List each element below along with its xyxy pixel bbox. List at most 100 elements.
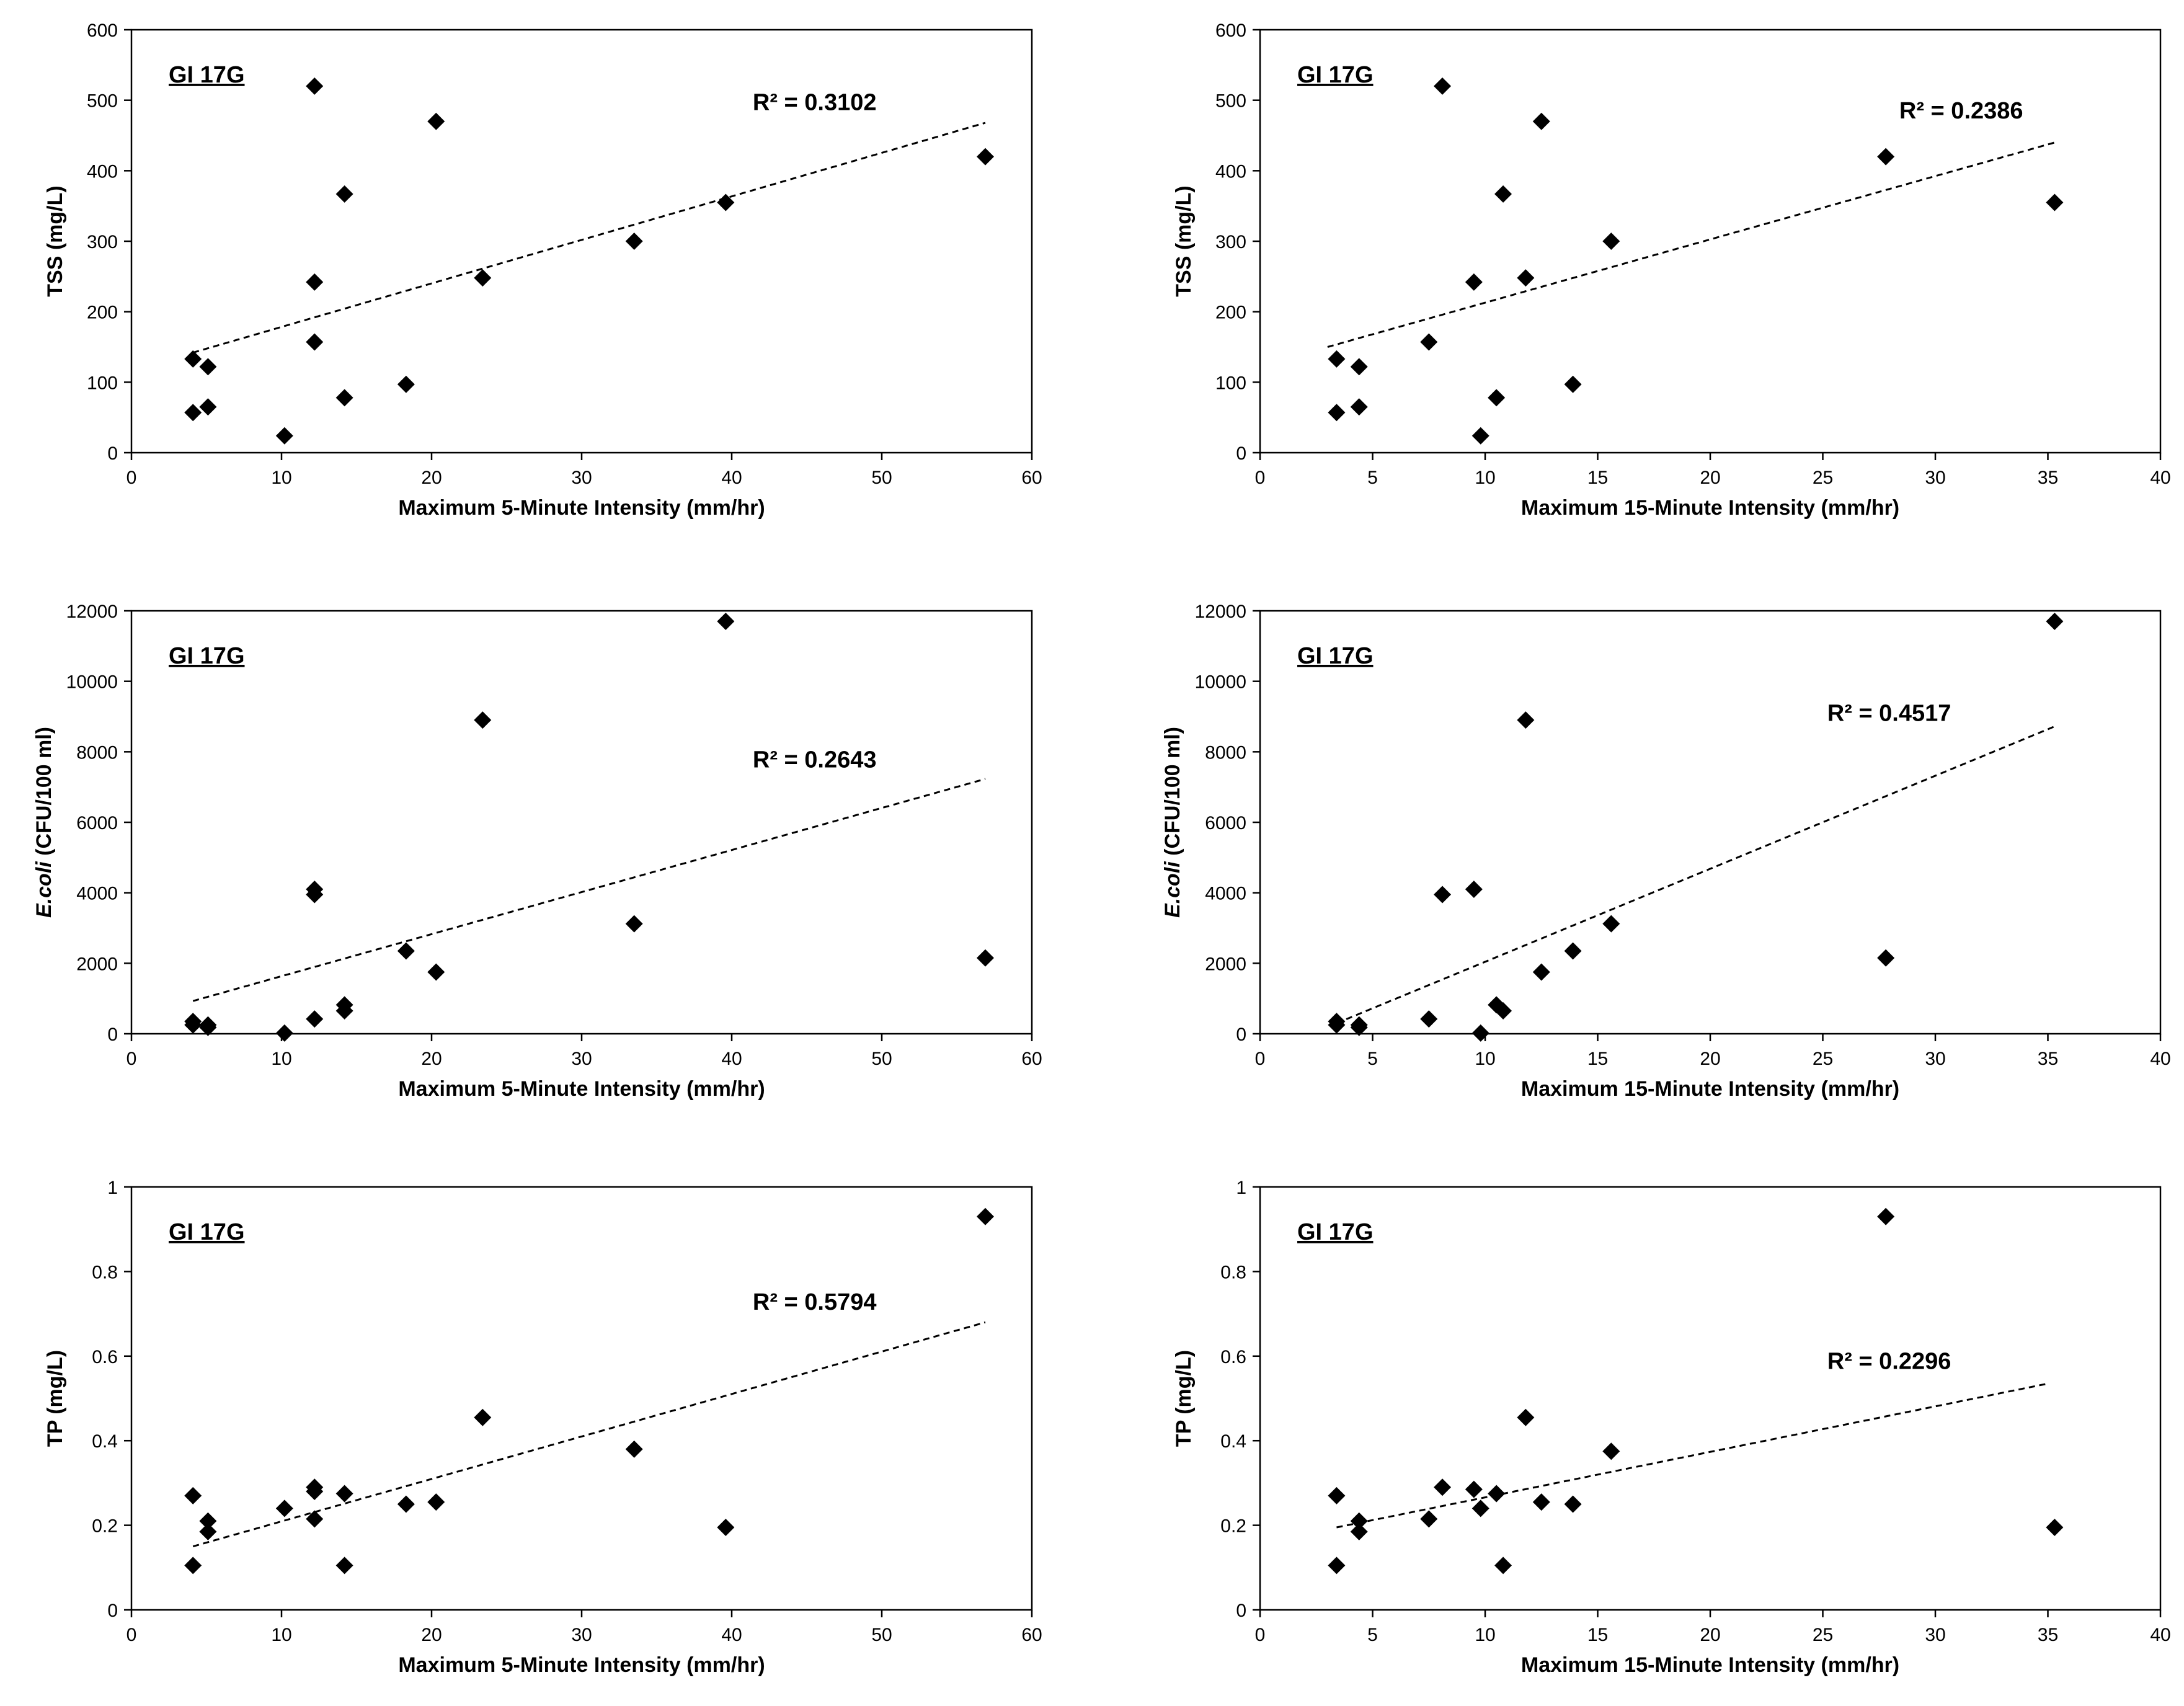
data-point bbox=[335, 1485, 353, 1503]
data-point bbox=[199, 1018, 217, 1036]
panel-tag: GI 17G bbox=[1297, 62, 1374, 88]
data-point bbox=[1488, 389, 1506, 407]
x-tick-label: 10 bbox=[1475, 468, 1495, 488]
data-point bbox=[306, 886, 324, 904]
x-tick-label: 50 bbox=[871, 1049, 892, 1069]
x-axis-title: Maximum 15-Minute Intensity (mm/hr) bbox=[1521, 1077, 1899, 1101]
y-axis-title-text: (CFU/100 ml) bbox=[1161, 727, 1184, 861]
y-tick-label: 1 bbox=[1236, 1178, 1246, 1198]
data-point bbox=[976, 1207, 994, 1225]
y-axis-title-text: TSS (mg/L) bbox=[43, 185, 67, 296]
x-tick-label: 40 bbox=[2150, 1049, 2170, 1069]
trendline bbox=[192, 778, 986, 1002]
y-tick-label: 12000 bbox=[66, 602, 118, 622]
data-point bbox=[184, 1557, 202, 1575]
y-axis-title-text: TSS (mg/L) bbox=[1172, 185, 1196, 296]
y-tick-label: 2000 bbox=[76, 954, 118, 974]
x-tick-label: 5 bbox=[1367, 468, 1378, 488]
x-tick-label: 15 bbox=[1587, 1049, 1608, 1069]
data-point bbox=[306, 1510, 324, 1528]
data-point bbox=[1564, 942, 1582, 960]
y-axis-title: E.coli (CFU/100 ml) bbox=[1161, 727, 1184, 918]
y-tick-label: 200 bbox=[1215, 303, 1246, 323]
data-point bbox=[184, 1486, 202, 1504]
data-point bbox=[1564, 375, 1582, 393]
data-point bbox=[1494, 185, 1512, 203]
data-point bbox=[625, 915, 643, 933]
panel-tag: GI 17G bbox=[1297, 643, 1374, 669]
x-axis-title: Maximum 5-Minute Intensity (mm/hr) bbox=[398, 496, 765, 520]
data-point bbox=[397, 942, 415, 960]
y-tick-label: 4000 bbox=[76, 884, 118, 904]
x-tick-label: 25 bbox=[1813, 1625, 1833, 1645]
data-point bbox=[1350, 398, 1368, 416]
y-tick-label: 0 bbox=[107, 1601, 118, 1621]
data-point bbox=[1328, 1016, 1346, 1034]
y-axis-title: TSS (mg/L) bbox=[1172, 185, 1196, 296]
r-squared-label: R² = 0.2643 bbox=[753, 747, 877, 773]
x-tick-label: 10 bbox=[271, 1625, 291, 1645]
x-tick-label: 30 bbox=[1925, 468, 1945, 488]
x-tick-label: 0 bbox=[127, 468, 137, 488]
y-tick-label: 600 bbox=[1215, 20, 1246, 41]
data-point bbox=[275, 1024, 293, 1042]
x-tick-label: 30 bbox=[1925, 1625, 1945, 1645]
trendline bbox=[192, 1321, 986, 1548]
data-point bbox=[275, 427, 293, 445]
data-point bbox=[306, 1483, 324, 1501]
y-tick-label: 600 bbox=[87, 20, 118, 41]
data-point bbox=[1494, 1002, 1512, 1020]
data-point bbox=[184, 1016, 202, 1034]
data-point bbox=[1434, 77, 1452, 95]
y-tick-label: 10000 bbox=[1195, 672, 1246, 693]
data-point bbox=[1494, 1557, 1512, 1575]
x-tick-label: 15 bbox=[1587, 1625, 1608, 1645]
y-tick-label: 300 bbox=[1215, 232, 1246, 252]
r-squared-label: R² = 0.4517 bbox=[1827, 700, 1951, 726]
x-tick-label: 20 bbox=[421, 468, 442, 488]
data-point bbox=[275, 1499, 293, 1517]
data-point bbox=[335, 389, 353, 407]
data-point bbox=[427, 112, 445, 130]
x-tick-label: 5 bbox=[1367, 1625, 1378, 1645]
y-tick-label: 0.8 bbox=[1220, 1262, 1246, 1282]
scatter-chart-1: 0 10 20 30 40 50 600100200300400500600Maximum … bbox=[43, 20, 1042, 520]
panel-tag: GI 17G bbox=[169, 643, 245, 669]
data-point bbox=[1602, 1442, 1620, 1460]
y-tick-label: 0.6 bbox=[1220, 1347, 1246, 1367]
x-tick-label: 10 bbox=[1475, 1049, 1495, 1069]
data-point bbox=[1472, 427, 1489, 445]
y-tick-label: 500 bbox=[87, 91, 118, 112]
y-axis-title: TP (mg/L) bbox=[1172, 1350, 1196, 1447]
data-point bbox=[397, 1495, 415, 1513]
y-tick-label: 500 bbox=[1215, 91, 1246, 112]
r-squared-label: R² = 0.2386 bbox=[1899, 98, 2023, 124]
scatter-chart-6: 0 5 10 15 20 25 30 35 40 0 0.2 0.4 0.6 0.8 1 Maximum 15… bbox=[1172, 1178, 2171, 1677]
y-axis-title-text: (CFU/100 ml) bbox=[32, 727, 56, 861]
data-point bbox=[199, 1522, 217, 1540]
y-tick-label: 0.2 bbox=[92, 1516, 118, 1537]
data-point bbox=[306, 77, 324, 95]
data-point bbox=[1434, 1478, 1452, 1496]
x-tick-label: 50 bbox=[871, 1625, 892, 1645]
data-point bbox=[1532, 963, 1550, 981]
data-point bbox=[1517, 1408, 1535, 1426]
data-point bbox=[976, 949, 994, 967]
y-axis-title-italic: E.coli bbox=[1161, 861, 1184, 918]
y-tick-label: 0 bbox=[107, 1024, 118, 1045]
r-squared-label: R² = 0.5794 bbox=[753, 1289, 877, 1315]
x-tick-label: 20 bbox=[1700, 1049, 1720, 1069]
y-tick-label: 400 bbox=[1215, 161, 1246, 182]
x-tick-label: 0 bbox=[127, 1625, 137, 1645]
x-tick-label: 30 bbox=[1925, 1049, 1945, 1069]
data-point bbox=[1465, 880, 1483, 898]
data-point bbox=[335, 185, 353, 203]
data-point bbox=[1350, 1018, 1368, 1036]
data-point bbox=[199, 398, 217, 416]
x-tick-label: 30 bbox=[571, 468, 592, 488]
r-squared-label: R² = 0.3102 bbox=[753, 90, 877, 116]
y-tick-label: 0.4 bbox=[92, 1431, 118, 1452]
data-point bbox=[1517, 269, 1535, 287]
data-point bbox=[625, 1440, 643, 1458]
